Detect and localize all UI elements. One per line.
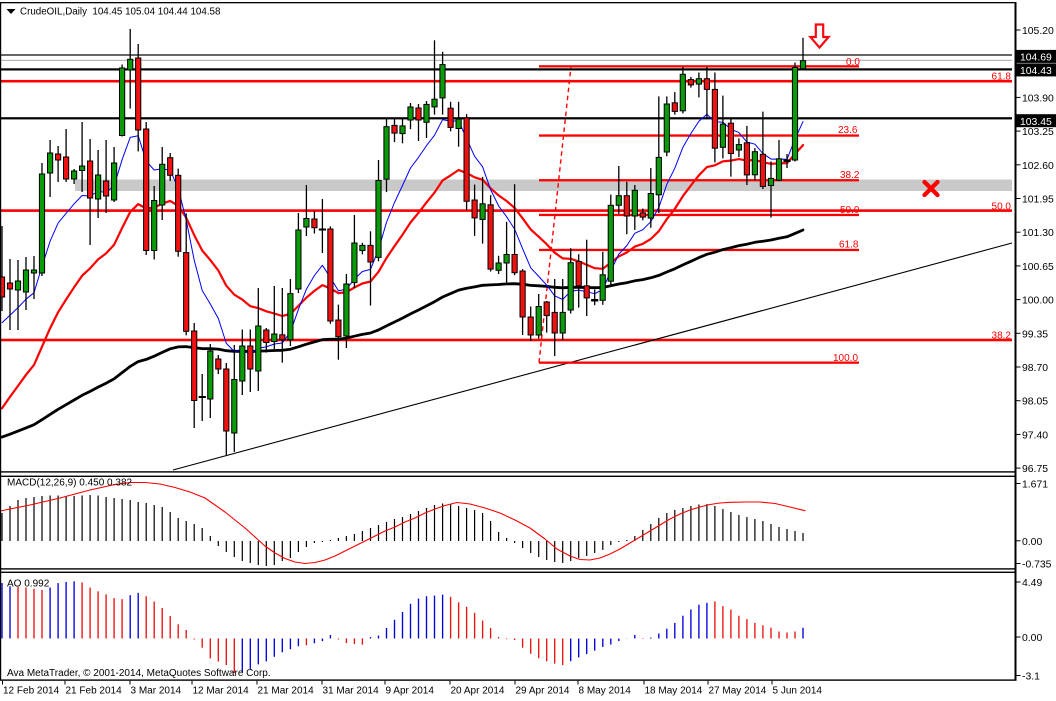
svg-text:9 Apr 2014: 9 Apr 2014 bbox=[386, 686, 435, 697]
svg-text:102.60: 102.60 bbox=[1022, 161, 1054, 172]
svg-text:AO 0.992: AO 0.992 bbox=[7, 579, 50, 590]
svg-text:-0.735: -0.735 bbox=[1022, 560, 1052, 571]
svg-text:101.95: 101.95 bbox=[1022, 195, 1054, 206]
svg-text:99.35: 99.35 bbox=[1022, 329, 1048, 340]
svg-text:1.671: 1.671 bbox=[1022, 480, 1048, 491]
svg-text:101.30: 101.30 bbox=[1022, 228, 1054, 239]
svg-text:97.40: 97.40 bbox=[1022, 430, 1048, 441]
svg-text:12 Feb 2014: 12 Feb 2014 bbox=[3, 686, 60, 697]
svg-text:29 Apr 2014: 29 Apr 2014 bbox=[516, 686, 570, 697]
svg-text:0.0: 0.0 bbox=[846, 57, 860, 68]
svg-text:21 Feb 2014: 21 Feb 2014 bbox=[66, 686, 123, 697]
svg-text:103.90: 103.90 bbox=[1022, 93, 1054, 104]
svg-text:50.0: 50.0 bbox=[992, 202, 1012, 213]
svg-text:8 May 2014: 8 May 2014 bbox=[579, 686, 632, 697]
svg-text:Ava MetaTrader, © 2001-2014, M: Ava MetaTrader, © 2001-2014, MetaQuotes … bbox=[7, 668, 271, 679]
svg-text:96.75: 96.75 bbox=[1022, 464, 1048, 475]
svg-text:0.00: 0.00 bbox=[1022, 537, 1042, 548]
svg-text:MACD(12,26,9) 0.450 0.382: MACD(12,26,9) 0.450 0.382 bbox=[7, 478, 133, 489]
svg-text:100.0: 100.0 bbox=[833, 353, 858, 364]
svg-text:27 May 2014: 27 May 2014 bbox=[709, 686, 767, 697]
svg-text:-3.1: -3.1 bbox=[1022, 672, 1040, 683]
svg-text:31 Mar 2014: 31 Mar 2014 bbox=[323, 686, 380, 697]
svg-text:61.8: 61.8 bbox=[992, 72, 1012, 83]
svg-text:4.49: 4.49 bbox=[1022, 578, 1042, 589]
svg-text:105.20: 105.20 bbox=[1022, 26, 1054, 37]
svg-text:100.00: 100.00 bbox=[1022, 296, 1054, 307]
svg-text:103.45: 103.45 bbox=[1020, 117, 1052, 128]
svg-text:21 Mar 2014: 21 Mar 2014 bbox=[258, 686, 315, 697]
svg-text:100.65: 100.65 bbox=[1022, 262, 1054, 273]
svg-text:0.00: 0.00 bbox=[1022, 633, 1042, 644]
svg-text:104.69: 104.69 bbox=[1020, 53, 1052, 64]
svg-text:12 Mar 2014: 12 Mar 2014 bbox=[193, 686, 250, 697]
svg-text:CrudeOIL,Daily 104.45 105.04: CrudeOIL,Daily 104.45 105.04 104.44 104.… bbox=[20, 7, 221, 18]
svg-text:18 May 2014: 18 May 2014 bbox=[645, 686, 703, 697]
svg-text:38.2: 38.2 bbox=[992, 331, 1012, 342]
svg-text:20 Apr 2014: 20 Apr 2014 bbox=[451, 686, 505, 697]
svg-text:38.2: 38.2 bbox=[840, 170, 860, 181]
svg-text:23.6: 23.6 bbox=[838, 125, 858, 136]
svg-text:5 Jun 2014: 5 Jun 2014 bbox=[773, 686, 823, 697]
svg-text:98.70: 98.70 bbox=[1022, 363, 1048, 374]
svg-text:50.0: 50.0 bbox=[840, 205, 860, 216]
svg-text:61.8: 61.8 bbox=[839, 240, 859, 251]
svg-text:103.25: 103.25 bbox=[1022, 127, 1054, 138]
svg-text:104.43: 104.43 bbox=[1020, 66, 1052, 77]
svg-text:98.05: 98.05 bbox=[1022, 397, 1048, 408]
svg-text:3 Mar 2014: 3 Mar 2014 bbox=[131, 686, 182, 697]
